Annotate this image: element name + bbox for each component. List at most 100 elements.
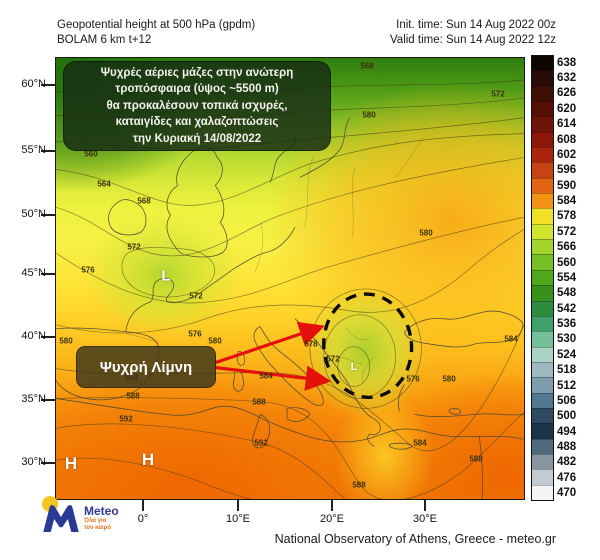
colorbar-value: 632 xyxy=(557,72,577,85)
init-time: Init. time: Sun 14 Aug 2022 00z xyxy=(396,19,556,31)
colorbar-band xyxy=(532,239,553,255)
annotation-line: θα προκαλέσουν τοπικά ισχυρές, xyxy=(106,99,288,112)
longitude-tick xyxy=(142,500,144,511)
latitude-tick xyxy=(41,336,55,338)
colorbar-value: 482 xyxy=(557,456,577,469)
colorbar-value: 596 xyxy=(557,164,577,177)
latitude-label: 30°N xyxy=(21,456,46,468)
colorbar-value: 602 xyxy=(557,148,577,161)
colorbar-band xyxy=(532,177,553,194)
longitude-label: 20°E xyxy=(320,513,344,525)
field-trough-france xyxy=(83,213,244,337)
colorbar-value: 488 xyxy=(557,441,577,454)
colorbar-value: 518 xyxy=(557,364,577,377)
longitude-tick xyxy=(237,500,239,511)
annotation-line: την Κυριακή 14/08/2022 xyxy=(132,132,262,145)
colorbar-value: 578 xyxy=(557,210,577,223)
colorbar-band xyxy=(532,269,553,286)
colorbar-value: 530 xyxy=(557,333,577,346)
colorbar-value: 494 xyxy=(557,425,577,438)
colorbar-value: 614 xyxy=(557,118,577,131)
colorbar-band xyxy=(532,346,553,362)
colorbar-band xyxy=(532,361,553,378)
longitude-tick xyxy=(331,500,333,511)
model-run-info: BOLAM 6 km t+12 xyxy=(57,34,152,46)
longitude-tick xyxy=(424,500,426,511)
map-header-right: Init. time: Sun 14 Aug 2022 00z Valid ti… xyxy=(390,18,556,48)
colorbar xyxy=(531,55,554,501)
annotation-line: καταιγίδες και χαλαζοπτώσεις xyxy=(115,116,279,129)
colorbar-value: 506 xyxy=(557,394,577,407)
colorbar-value: 470 xyxy=(557,487,577,500)
colorbar-value: 566 xyxy=(557,241,577,254)
colorbar-band xyxy=(532,193,553,209)
latitude-tick xyxy=(41,462,55,464)
valid-time: Valid time: Sun 14 Aug 2022 12z xyxy=(389,34,556,46)
colorbar-value: 500 xyxy=(557,410,577,423)
latitude-label: 55°N xyxy=(21,144,46,156)
latitude-label: 40°N xyxy=(21,330,46,342)
longitude-label: 30°E xyxy=(413,513,437,525)
map-canvas: 568 572 580 560 564 568 572 576 572 580 576 580 580 5… xyxy=(55,57,525,500)
logo-m-icon xyxy=(43,505,79,532)
country-borders xyxy=(125,137,425,382)
latitude-tick xyxy=(41,150,55,152)
colorbar-value: 536 xyxy=(557,318,577,331)
colorbar-value: 512 xyxy=(557,379,577,392)
meteo-logo: Meteo Όλα για τον καιρό xyxy=(28,488,138,538)
colorbar-value: 584 xyxy=(557,195,577,208)
cold-pool-arrows xyxy=(214,321,332,391)
latitude-tick xyxy=(41,84,55,86)
colorbar-value: 626 xyxy=(557,87,577,100)
colorbar-band xyxy=(532,315,553,332)
logo-tagline: Όλα για τον καιρό xyxy=(84,518,112,531)
annotation-line: Ψυχρές αέριες μάζες στην ανώτερη xyxy=(100,66,294,79)
colorbar-band xyxy=(532,85,553,102)
colorbar-value: 560 xyxy=(557,256,577,269)
colorbar-band xyxy=(532,392,553,408)
attribution: National Observatory of Athens, Greece -… xyxy=(274,532,556,546)
colorbar-value: 548 xyxy=(557,287,577,300)
field-trough-ionian xyxy=(334,391,435,499)
colorbar-band xyxy=(532,162,553,178)
colorbar-band xyxy=(532,101,553,117)
annotation-line: τροπόσφαιρα (ύψος ~5500 m) xyxy=(115,83,279,96)
colorbar-labels: 638 632 626 620 614 608 602 596 590 584 578 572 566 5… xyxy=(557,55,576,501)
colorbar-band xyxy=(532,116,553,132)
colorbar-band xyxy=(532,469,553,485)
logo-wordmark: Meteo xyxy=(84,504,119,518)
colorbar-value: 542 xyxy=(557,302,577,315)
colorbar-band xyxy=(532,377,553,393)
map-header-left: Geopotential height at 500 hPa (gpdm) BO… xyxy=(57,18,255,48)
latitude-tick xyxy=(41,273,55,275)
colorbar-value: 572 xyxy=(557,225,577,238)
colorbar-value: 638 xyxy=(557,56,577,69)
field-ridge-east xyxy=(265,82,524,362)
colorbar-band xyxy=(532,208,553,224)
colorbar-band xyxy=(532,331,553,347)
longitude-label: 10°E xyxy=(226,513,250,525)
latitude-label: 35°N xyxy=(21,393,46,405)
colorbar-band xyxy=(532,453,553,470)
colorbar-value: 524 xyxy=(557,348,577,361)
latitude-label: 60°N xyxy=(21,78,46,90)
latitude-label: 45°N xyxy=(21,267,46,279)
longitude-label: 0° xyxy=(137,513,149,525)
coastlines xyxy=(56,117,524,499)
annotation-box: Ψυχρές αέριες μάζες στην ανώτερη τροπόσφα… xyxy=(63,61,331,151)
colorbar-band xyxy=(532,407,553,424)
latitude-tick xyxy=(41,399,55,401)
colorbar-band xyxy=(532,56,553,71)
colorbar-value: 590 xyxy=(557,179,577,192)
colorbar-value: 554 xyxy=(557,271,577,284)
colorbar-band xyxy=(532,147,553,163)
colorbar-band xyxy=(532,131,553,148)
colorbar-band xyxy=(532,300,553,316)
colorbar-value: 476 xyxy=(557,471,577,484)
colorbar-band xyxy=(532,223,553,240)
colorbar-band xyxy=(532,484,553,500)
colorbar-band xyxy=(532,438,553,454)
map-title: Geopotential height at 500 hPa (gpdm) xyxy=(57,19,256,31)
latitude-tick xyxy=(41,214,55,216)
cold-pool-label: Ψυχρή Λίμνη xyxy=(76,346,216,388)
